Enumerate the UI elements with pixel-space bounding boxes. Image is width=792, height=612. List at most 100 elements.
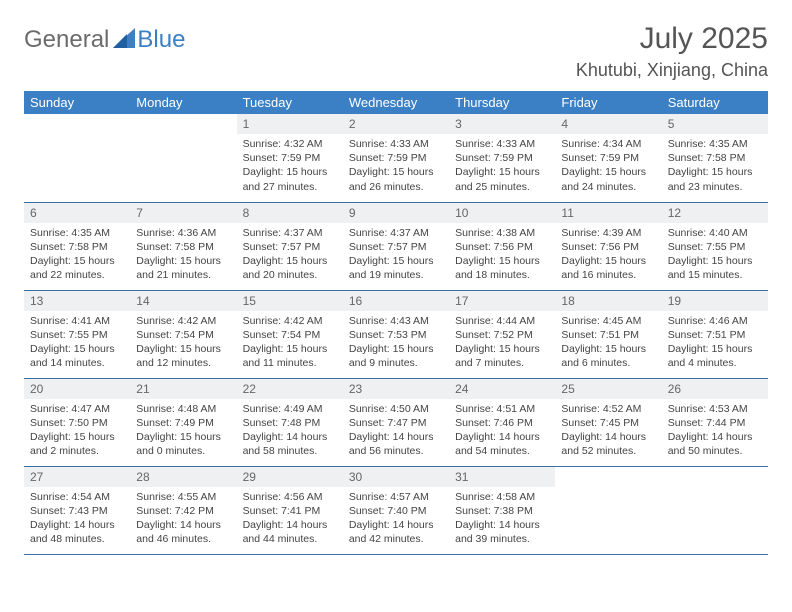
day-number: 27 <box>24 467 130 487</box>
day-details: Sunrise: 4:40 AMSunset: 7:55 PMDaylight:… <box>662 223 768 289</box>
day-number: 13 <box>24 291 130 311</box>
day-cell: 21Sunrise: 4:48 AMSunset: 7:49 PMDayligh… <box>130 378 236 466</box>
day-cell: 2Sunrise: 4:33 AMSunset: 7:59 PMDaylight… <box>343 114 449 202</box>
day-number: 25 <box>555 379 661 399</box>
day-number: 19 <box>662 291 768 311</box>
day-details: Sunrise: 4:57 AMSunset: 7:40 PMDaylight:… <box>343 487 449 553</box>
day-details: Sunrise: 4:37 AMSunset: 7:57 PMDaylight:… <box>237 223 343 289</box>
month-title: July 2025 <box>576 22 768 56</box>
day-number: 2 <box>343 114 449 134</box>
day-details: Sunrise: 4:44 AMSunset: 7:52 PMDaylight:… <box>449 311 555 377</box>
day-cell: 15Sunrise: 4:42 AMSunset: 7:54 PMDayligh… <box>237 290 343 378</box>
day-number: 7 <box>130 203 236 223</box>
brand-logo: General Blue <box>24 26 185 54</box>
day-number: 17 <box>449 291 555 311</box>
day-number: 26 <box>662 379 768 399</box>
day-cell: 31Sunrise: 4:58 AMSunset: 7:38 PMDayligh… <box>449 466 555 554</box>
day-cell: 16Sunrise: 4:43 AMSunset: 7:53 PMDayligh… <box>343 290 449 378</box>
logo-sail-icon <box>113 28 135 53</box>
day-number: 14 <box>130 291 236 311</box>
day-cell: 22Sunrise: 4:49 AMSunset: 7:48 PMDayligh… <box>237 378 343 466</box>
logo-text-blue: Blue <box>137 26 185 54</box>
day-details: Sunrise: 4:33 AMSunset: 7:59 PMDaylight:… <box>449 134 555 200</box>
day-details: Sunrise: 4:34 AMSunset: 7:59 PMDaylight:… <box>555 134 661 200</box>
day-details: Sunrise: 4:53 AMSunset: 7:44 PMDaylight:… <box>662 399 768 465</box>
week-row: 13Sunrise: 4:41 AMSunset: 7:55 PMDayligh… <box>24 290 768 378</box>
day-cell: 18Sunrise: 4:45 AMSunset: 7:51 PMDayligh… <box>555 290 661 378</box>
day-cell: 17Sunrise: 4:44 AMSunset: 7:52 PMDayligh… <box>449 290 555 378</box>
empty-cell <box>555 466 661 554</box>
day-header: Sunday <box>24 91 130 114</box>
day-header: Friday <box>555 91 661 114</box>
day-details: Sunrise: 4:42 AMSunset: 7:54 PMDaylight:… <box>130 311 236 377</box>
day-number: 6 <box>24 203 130 223</box>
day-details: Sunrise: 4:47 AMSunset: 7:50 PMDaylight:… <box>24 399 130 465</box>
day-number: 21 <box>130 379 236 399</box>
day-details: Sunrise: 4:41 AMSunset: 7:55 PMDaylight:… <box>24 311 130 377</box>
day-header: Monday <box>130 91 236 114</box>
day-number: 12 <box>662 203 768 223</box>
day-details: Sunrise: 4:51 AMSunset: 7:46 PMDaylight:… <box>449 399 555 465</box>
day-cell: 26Sunrise: 4:53 AMSunset: 7:44 PMDayligh… <box>662 378 768 466</box>
day-cell: 8Sunrise: 4:37 AMSunset: 7:57 PMDaylight… <box>237 202 343 290</box>
empty-cell <box>662 466 768 554</box>
day-cell: 23Sunrise: 4:50 AMSunset: 7:47 PMDayligh… <box>343 378 449 466</box>
day-details: Sunrise: 4:32 AMSunset: 7:59 PMDaylight:… <box>237 134 343 200</box>
day-number: 10 <box>449 203 555 223</box>
day-header: Tuesday <box>237 91 343 114</box>
day-details: Sunrise: 4:55 AMSunset: 7:42 PMDaylight:… <box>130 487 236 553</box>
calendar-table: SundayMondayTuesdayWednesdayThursdayFrid… <box>24 91 768 555</box>
day-cell: 13Sunrise: 4:41 AMSunset: 7:55 PMDayligh… <box>24 290 130 378</box>
day-number: 29 <box>237 467 343 487</box>
empty-cell <box>24 114 130 202</box>
day-cell: 5Sunrise: 4:35 AMSunset: 7:58 PMDaylight… <box>662 114 768 202</box>
day-cell: 1Sunrise: 4:32 AMSunset: 7:59 PMDaylight… <box>237 114 343 202</box>
week-row: 20Sunrise: 4:47 AMSunset: 7:50 PMDayligh… <box>24 378 768 466</box>
day-details: Sunrise: 4:50 AMSunset: 7:47 PMDaylight:… <box>343 399 449 465</box>
day-number: 15 <box>237 291 343 311</box>
day-number: 3 <box>449 114 555 134</box>
header-row: General Blue July 2025 Khutubi, Xinjiang… <box>24 22 768 81</box>
day-cell: 4Sunrise: 4:34 AMSunset: 7:59 PMDaylight… <box>555 114 661 202</box>
week-row: 1Sunrise: 4:32 AMSunset: 7:59 PMDaylight… <box>24 114 768 202</box>
day-details: Sunrise: 4:54 AMSunset: 7:43 PMDaylight:… <box>24 487 130 553</box>
day-cell: 7Sunrise: 4:36 AMSunset: 7:58 PMDaylight… <box>130 202 236 290</box>
week-row: 6Sunrise: 4:35 AMSunset: 7:58 PMDaylight… <box>24 202 768 290</box>
day-cell: 20Sunrise: 4:47 AMSunset: 7:50 PMDayligh… <box>24 378 130 466</box>
day-cell: 12Sunrise: 4:40 AMSunset: 7:55 PMDayligh… <box>662 202 768 290</box>
day-cell: 29Sunrise: 4:56 AMSunset: 7:41 PMDayligh… <box>237 466 343 554</box>
day-details: Sunrise: 4:56 AMSunset: 7:41 PMDaylight:… <box>237 487 343 553</box>
day-number: 30 <box>343 467 449 487</box>
calendar-page: General Blue July 2025 Khutubi, Xinjiang… <box>0 0 792 573</box>
day-number: 20 <box>24 379 130 399</box>
day-number: 28 <box>130 467 236 487</box>
day-number: 11 <box>555 203 661 223</box>
day-details: Sunrise: 4:39 AMSunset: 7:56 PMDaylight:… <box>555 223 661 289</box>
day-number: 18 <box>555 291 661 311</box>
day-cell: 25Sunrise: 4:52 AMSunset: 7:45 PMDayligh… <box>555 378 661 466</box>
week-row: 27Sunrise: 4:54 AMSunset: 7:43 PMDayligh… <box>24 466 768 554</box>
day-number: 31 <box>449 467 555 487</box>
calendar-body: 1Sunrise: 4:32 AMSunset: 7:59 PMDaylight… <box>24 114 768 554</box>
day-details: Sunrise: 4:33 AMSunset: 7:59 PMDaylight:… <box>343 134 449 200</box>
day-cell: 19Sunrise: 4:46 AMSunset: 7:51 PMDayligh… <box>662 290 768 378</box>
day-details: Sunrise: 4:48 AMSunset: 7:49 PMDaylight:… <box>130 399 236 465</box>
location-text: Khutubi, Xinjiang, China <box>576 60 768 81</box>
day-number: 9 <box>343 203 449 223</box>
day-cell: 11Sunrise: 4:39 AMSunset: 7:56 PMDayligh… <box>555 202 661 290</box>
logo-text-general: General <box>24 26 109 54</box>
day-cell: 27Sunrise: 4:54 AMSunset: 7:43 PMDayligh… <box>24 466 130 554</box>
day-cell: 30Sunrise: 4:57 AMSunset: 7:40 PMDayligh… <box>343 466 449 554</box>
day-header: Thursday <box>449 91 555 114</box>
day-details: Sunrise: 4:42 AMSunset: 7:54 PMDaylight:… <box>237 311 343 377</box>
day-details: Sunrise: 4:46 AMSunset: 7:51 PMDaylight:… <box>662 311 768 377</box>
day-details: Sunrise: 4:37 AMSunset: 7:57 PMDaylight:… <box>343 223 449 289</box>
day-details: Sunrise: 4:52 AMSunset: 7:45 PMDaylight:… <box>555 399 661 465</box>
day-details: Sunrise: 4:58 AMSunset: 7:38 PMDaylight:… <box>449 487 555 553</box>
day-details: Sunrise: 4:35 AMSunset: 7:58 PMDaylight:… <box>24 223 130 289</box>
day-cell: 28Sunrise: 4:55 AMSunset: 7:42 PMDayligh… <box>130 466 236 554</box>
day-cell: 6Sunrise: 4:35 AMSunset: 7:58 PMDaylight… <box>24 202 130 290</box>
empty-cell <box>130 114 236 202</box>
day-details: Sunrise: 4:35 AMSunset: 7:58 PMDaylight:… <box>662 134 768 200</box>
day-header: Saturday <box>662 91 768 114</box>
